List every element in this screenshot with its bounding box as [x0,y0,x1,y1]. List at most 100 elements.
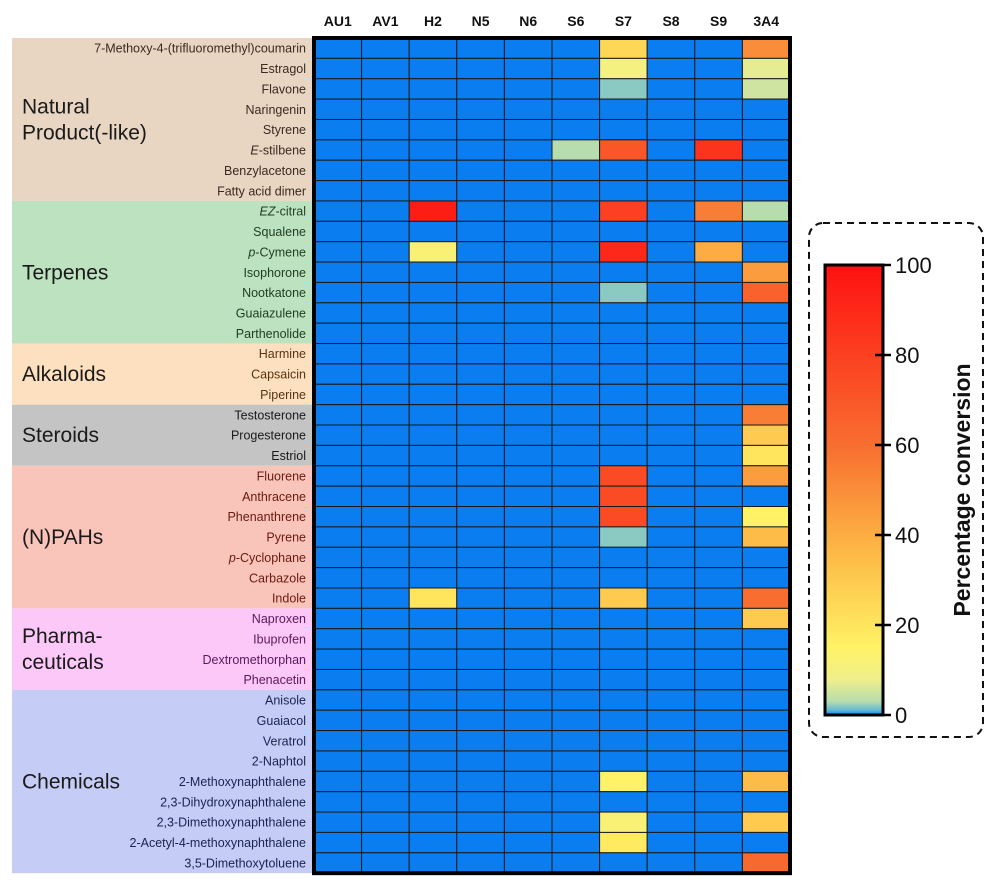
heatmap-cell [313,139,363,161]
heatmap-cell [408,302,458,324]
heatmap-cell [694,322,743,345]
heatmap-cell [741,709,791,732]
heatmap-cell [694,567,743,589]
heatmap-cell [408,343,458,365]
heatmap-cell [694,485,743,508]
heatmap-cell [456,831,505,854]
heatmap-cell [741,424,791,446]
heatmap-cell [599,831,648,854]
heatmap-cell [599,139,648,161]
heatmap-cell [599,811,648,833]
heatmap-cell [741,546,791,569]
heatmap-cell [551,98,601,120]
heatmap-cell [551,261,601,283]
group-label: Chemicals [22,771,120,794]
group-label: Pharma- [22,625,103,648]
heatmap-cell [741,180,791,202]
heatmap-cell [361,139,410,161]
heatmap-cell [408,261,458,283]
heatmap-cell [694,607,743,630]
heatmap-cell [599,730,648,752]
heatmap-cell [599,363,648,385]
heatmap-cell [456,811,505,833]
heatmap-cell [456,628,505,650]
heatmap-cell [503,811,553,833]
heatmap-cell [551,404,601,426]
heatmap-cell [599,485,648,508]
row-label: 7-Methoxy-4-(trifluoromethyl)coumarin [94,42,306,56]
heatmap-cell [694,526,743,548]
heatmap-cell [313,78,363,100]
heatmap-cell [694,57,743,80]
column-label: N6 [519,13,537,29]
heatmap-cell [503,628,553,650]
heatmap-cell [646,607,696,630]
heatmap-cell [313,811,363,833]
heatmap-cell [361,730,410,752]
heatmap-cell [741,383,791,406]
heatmap-cell [456,444,505,467]
heatmap-cell [408,506,458,528]
heatmap-cell [646,424,696,446]
heatmap-cell [313,567,363,589]
heatmap-cell [551,159,601,182]
heatmap-cell [741,281,791,304]
heatmap-cell [361,770,410,793]
heatmap-cell [313,322,363,345]
heatmap-cell [551,363,601,385]
heatmap-cell [503,302,553,324]
heatmap-cell [694,465,743,487]
heatmap-cell [503,852,553,874]
heatmap-cell [361,607,410,630]
heatmap-cell [313,118,363,141]
heatmap-cell [313,648,363,670]
heatmap-cell [313,37,363,59]
heatmap-cell [741,587,791,609]
heatmap-cell [599,648,648,670]
heatmap-cell [361,404,410,426]
heatmap-cell [599,281,648,304]
heatmap-cell [551,791,601,813]
heatmap-cell [313,465,363,487]
heatmap-cell [456,139,505,161]
heatmap-cell [646,750,696,772]
heatmap-cell [503,648,553,670]
heatmap-cell [741,302,791,324]
heatmap-cell [599,180,648,202]
heatmap-cell [741,343,791,365]
heatmap-cell [646,770,696,793]
row-label: Testosterone [234,408,306,422]
heatmap-cell [694,648,743,670]
heatmap-cell [361,506,410,528]
group-label: Steroids [22,424,99,447]
heatmap-cell [456,302,505,324]
heatmap-cell [551,444,601,467]
heatmap-cell [741,78,791,100]
heatmap-cell [408,831,458,854]
heatmap-cell [551,567,601,589]
heatmap-cell [694,750,743,772]
heatmap-cell [741,811,791,833]
heatmap-cell [694,200,743,222]
heatmap-cell [741,607,791,630]
heatmap-cell [646,343,696,365]
heatmap-cell [361,302,410,324]
row-label: Fatty acid dimer [217,184,306,198]
group-band [12,343,312,405]
heatmap-cell [503,465,553,487]
heatmap-cell [646,261,696,283]
heatmap-cell [694,118,743,141]
row-label: 3,5-Dimethoxytoluene [184,856,306,870]
heatmap-cell [361,485,410,508]
heatmap-cell [408,730,458,752]
heatmap-cell [456,159,505,182]
row-label: 2,3-Dimethoxynaphthalene [157,816,306,830]
heatmap-cell [646,648,696,670]
heatmap-cell [503,444,553,467]
heatmap-cell [741,791,791,813]
heatmap-cell [361,791,410,813]
heatmap-cell [503,261,553,283]
heatmap-cell [599,424,648,446]
heatmap-cell [646,811,696,833]
group-band [12,608,312,690]
